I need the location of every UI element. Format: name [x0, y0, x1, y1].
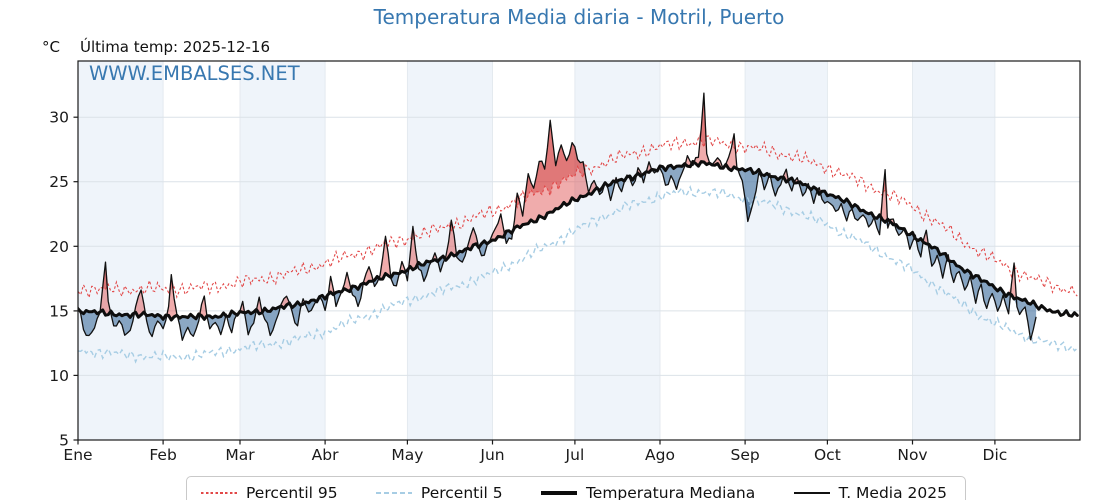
legend-line-dashed-blue-icon [375, 492, 412, 494]
legend-label: Percentil 5 [420, 484, 503, 500]
last-temp-label: Última temp: 2025-12-16 [80, 38, 271, 56]
month-band [325, 61, 408, 440]
legend-label: Percentil 95 [246, 484, 338, 500]
month-band [827, 61, 913, 440]
y-tick-label: 10 [49, 367, 69, 385]
y-tick-label: 15 [49, 302, 69, 320]
chart-title: Temperatura Media diaria - Motril, Puert… [373, 5, 785, 29]
legend-line-dotted-red-icon [201, 492, 237, 494]
series-line-percentil-5 [78, 184, 1078, 364]
month-band [78, 61, 164, 440]
month-band [745, 61, 828, 440]
month-band [912, 61, 995, 440]
x-tick-label: Ago [645, 446, 675, 464]
legend-line-thick-black-icon [540, 491, 577, 495]
series-line-percentil-95 [78, 135, 1078, 300]
y-axis-unit-label: °C [42, 38, 60, 56]
legend-item-percentil-5: Percentil 5 [375, 484, 503, 500]
month-band [163, 61, 240, 440]
x-tick-label: Jul [565, 446, 585, 464]
legend-label: Temperatura Mediana [585, 484, 756, 500]
x-tick-label: Mar [225, 446, 255, 464]
legend-item-percentil-95: Percentil 95 [201, 484, 338, 500]
x-tick-label: Feb [149, 446, 176, 464]
legend-line-thin-black-icon [793, 492, 830, 494]
month-band [660, 61, 746, 440]
x-tick-label: Nov [897, 446, 927, 464]
y-tick-label: 25 [49, 173, 69, 191]
y-tick-label: 20 [49, 238, 69, 256]
x-tick-label: Oct [814, 446, 841, 464]
month-band [240, 61, 326, 440]
x-tick-label: Dic [983, 446, 1008, 464]
month-band [994, 61, 1080, 440]
month-band [407, 61, 493, 440]
month-band [574, 61, 660, 440]
legend-item-temperatura-mediana: Temperatura Mediana [540, 484, 756, 500]
x-tick-label: Jun [479, 446, 504, 464]
x-tick-label: May [391, 446, 423, 464]
x-tick-label: Ene [63, 446, 92, 464]
x-tick-label: Abr [312, 446, 339, 464]
watermark: WWW.EMBALSES.NET [89, 62, 300, 85]
fill-above-median [78, 93, 1037, 320]
series-line-t-media-2025 [78, 92, 1037, 341]
legend-label: T. Media 2025 [838, 484, 947, 500]
legend-item-t-media-2025: T. Media 2025 [793, 484, 947, 500]
legend: Percentil 95 Percentil 5 Temperatura Med… [186, 476, 966, 500]
y-tick-label: 5 [59, 432, 69, 450]
plot-border [77, 60, 1081, 441]
month-band [492, 61, 575, 440]
x-tick-label: Sep [730, 446, 759, 464]
y-tick-label: 30 [49, 109, 69, 127]
